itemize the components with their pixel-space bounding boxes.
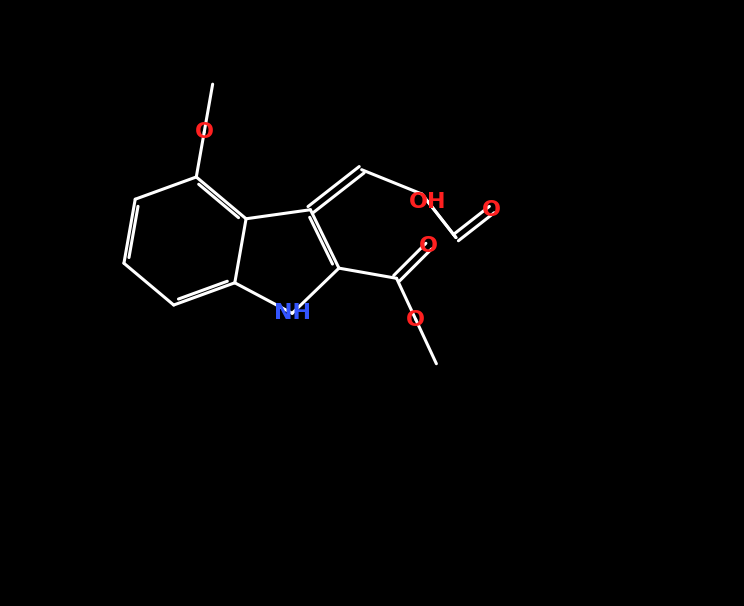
- Text: O: O: [419, 236, 438, 256]
- Text: OH: OH: [409, 191, 446, 211]
- Text: O: O: [195, 122, 214, 142]
- Text: O: O: [406, 310, 426, 330]
- Text: NH: NH: [274, 303, 311, 323]
- Text: O: O: [482, 199, 501, 219]
